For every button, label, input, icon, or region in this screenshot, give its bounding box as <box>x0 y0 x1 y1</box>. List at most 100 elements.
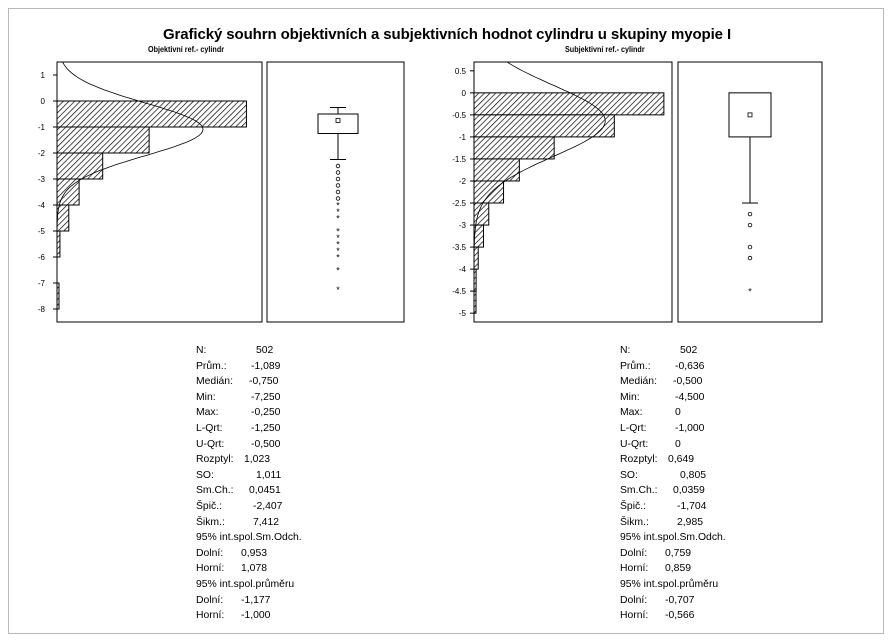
histogram-bar <box>473 92 665 116</box>
ci-sd-row: Horní: 0,859 <box>620 561 790 577</box>
stat-value: 0 <box>675 407 681 419</box>
stat-row: L-Qrt: -1,250 <box>196 421 366 437</box>
stat-label: Prům.: <box>620 360 651 372</box>
ci-mean-row: Dolní: -1,177 <box>196 593 366 609</box>
stat-row: N: 502 <box>620 343 790 359</box>
stat-value: 0 <box>675 438 681 450</box>
outlier-star: * <box>336 240 340 250</box>
stat-label: L-Qrt: <box>196 422 223 434</box>
stat-section-header: 95% int.spol.průměru <box>620 578 719 590</box>
outlier-circle <box>747 255 753 261</box>
stat-label: N: <box>620 345 631 356</box>
outlier-star: * <box>336 253 340 263</box>
outlier-star: * <box>336 285 340 295</box>
chart-title: Grafický souhrn objektivních a subjektiv… <box>162 26 732 43</box>
stat-section-header: 95% int.spol.Sm.Odch. <box>620 532 726 544</box>
outlier-circle <box>335 183 341 188</box>
stats-left-panel: N: 502 Prům.: -1,089 Medián: -0,750 Min: -7,250… <box>196 343 366 624</box>
outlier-circle <box>747 222 753 228</box>
ci-sd-row: Horní: 1,078 <box>196 561 366 577</box>
y-tick-label: -5 <box>38 227 46 236</box>
stat-row: Prům.: -0,636 <box>620 359 790 375</box>
stat-value: -7,250 <box>251 391 281 403</box>
stat-value: -2,407 <box>253 500 283 512</box>
boxplot-panel <box>677 61 823 323</box>
stat-label: Rozptyl: <box>196 454 234 466</box>
stat-label: Horní: <box>196 563 225 575</box>
stat-label: Max: <box>196 407 219 419</box>
outlier-circle <box>335 170 341 175</box>
stat-label: Dolní: <box>620 547 648 559</box>
histogram-bar <box>56 230 61 258</box>
y-tick-label: -1 <box>459 133 467 142</box>
y-tick-label: -8 <box>38 305 46 314</box>
ci-mean-row: Dolní: -0,707 <box>620 593 790 609</box>
stat-label: Medián: <box>620 376 657 388</box>
histogram-bar <box>473 246 479 270</box>
stat-label: Min: <box>196 391 216 403</box>
stat-row: L-Qrt: -1,000 <box>620 421 790 437</box>
stat-row: Rozptyl: 0,649 <box>620 452 790 468</box>
y-tick-label: -1 <box>38 123 46 132</box>
stat-value: -0,707 <box>665 594 695 606</box>
stat-label: Šikm.: <box>620 516 649 528</box>
stat-row: Šikm.: 7,412 <box>196 515 366 531</box>
stat-value: 1,011 <box>256 469 282 481</box>
outlier-circle <box>335 196 341 201</box>
stat-value: 0,953 <box>241 547 268 559</box>
stat-label: N: <box>196 345 207 356</box>
stat-label: Špič.: <box>196 500 222 512</box>
y-tick-label: -7 <box>38 279 46 288</box>
histogram-bar <box>56 204 70 232</box>
stat-label: Dolní: <box>620 594 648 606</box>
y-tick-label: -3.5 <box>452 243 466 252</box>
outlier-star: * <box>336 201 340 211</box>
outlier-circle <box>335 176 341 182</box>
y-tick-label: -3 <box>459 221 467 230</box>
stat-value: -0,566 <box>665 610 695 622</box>
outlier-star: * <box>748 287 752 297</box>
ci-mean-header: 95% int.spol.průměru <box>620 577 790 593</box>
stat-value: -4,500 <box>675 391 705 403</box>
outlier-star: * <box>336 214 340 224</box>
stat-row: U-Qrt: 0 <box>620 437 790 453</box>
stat-label: Horní: <box>620 563 649 575</box>
stat-row: Max: -0,250 <box>196 405 366 421</box>
stat-value: 2,985 <box>677 516 704 528</box>
stat-row: Medián: -0,750 <box>196 374 366 390</box>
stat-label: Max: <box>620 407 643 419</box>
outlier-circle <box>335 163 341 169</box>
stat-value: -1,704 <box>677 500 707 512</box>
y-tick-label: 0 <box>462 89 467 98</box>
outlier-star: * <box>336 246 340 256</box>
stat-value: -0,500 <box>673 376 703 388</box>
y-tick-label: -0.5 <box>452 111 466 120</box>
stat-value: -0,750 <box>249 376 279 388</box>
stat-label: Šikm.: <box>196 516 225 528</box>
stat-row: Min: -7,250 <box>196 390 366 406</box>
stat-label: L-Qrt: <box>620 422 647 434</box>
stat-section-header: 95% int.spol.průměru <box>196 578 295 590</box>
stats-right-panel: N: 502 Prům.: -0,636 Medián: -0,500 Min: -4,500… <box>620 343 790 624</box>
stat-value: 0,649 <box>668 454 695 466</box>
stat-label: Rozptyl: <box>620 454 658 466</box>
outlier-star: * <box>336 266 340 276</box>
histogram-bar <box>473 180 505 204</box>
y-tick-label: -6 <box>38 253 46 262</box>
stat-value: -1,177 <box>241 594 271 606</box>
normal-curve <box>473 61 606 322</box>
stat-value: 502 <box>680 345 698 356</box>
stat-row: Prům.: -1,089 <box>196 359 366 375</box>
normal-curve <box>56 61 204 322</box>
outlier-star: * <box>336 233 340 243</box>
stat-label: Horní: <box>620 610 649 622</box>
ci-mean-row: Horní: -0,566 <box>620 608 790 624</box>
histogram-bar <box>56 100 247 128</box>
y-tick-label: -2 <box>38 149 46 158</box>
y-tick-label: 0 <box>41 97 46 106</box>
stat-row: Max: 0 <box>620 405 790 421</box>
outlier-circle <box>747 244 753 250</box>
stat-label: U-Qrt: <box>620 438 649 450</box>
histogram-bar <box>473 158 520 182</box>
